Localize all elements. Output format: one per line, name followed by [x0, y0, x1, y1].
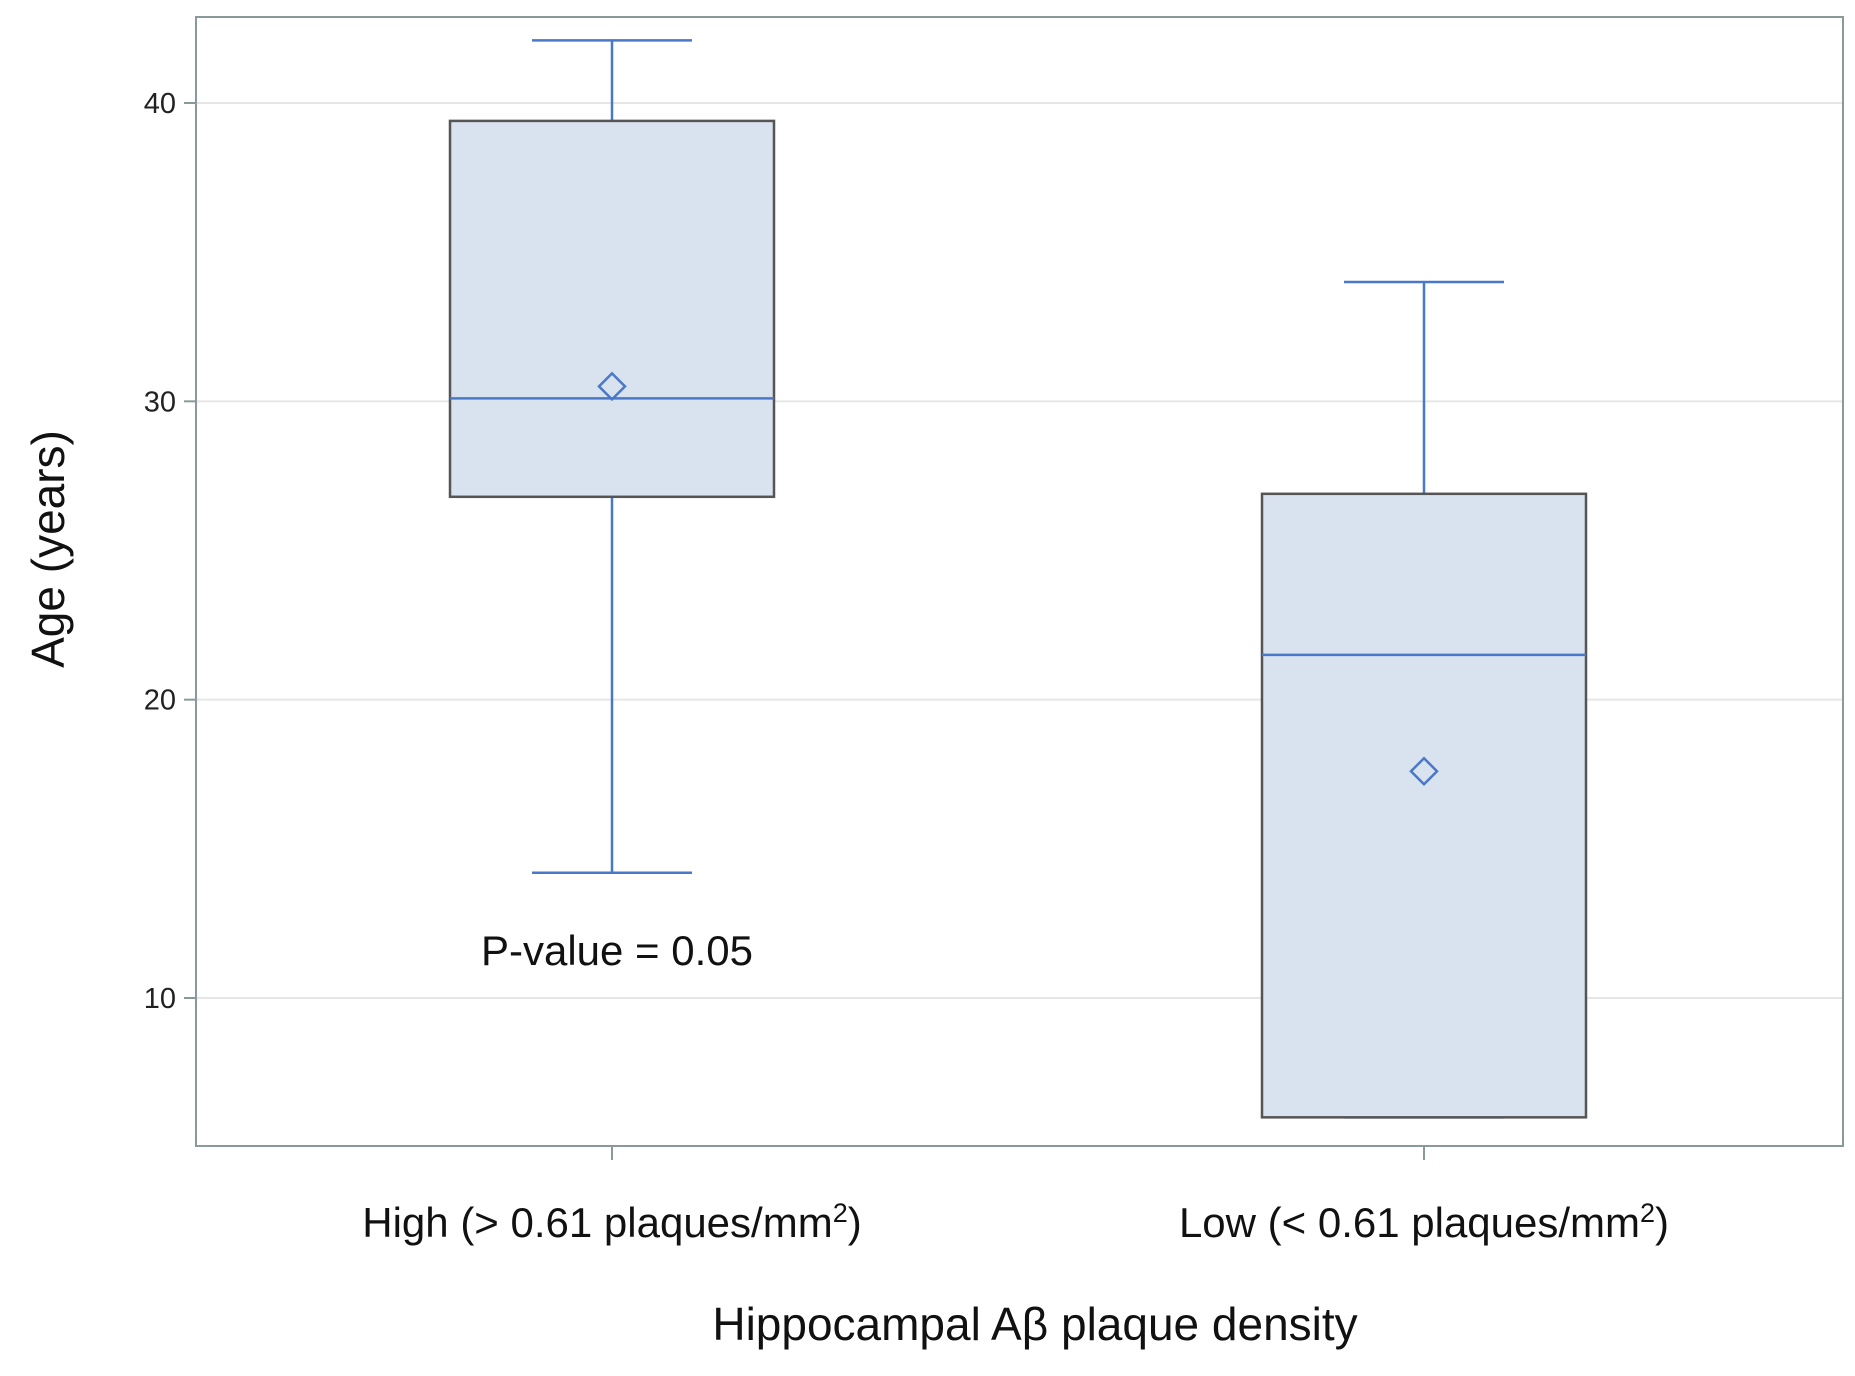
plot-area-frame	[195, 16, 1844, 1147]
y-tick-label-30: 30	[144, 386, 176, 418]
gridlines	[196, 102, 1843, 999]
p-value-annotation: P-value = 0.05	[481, 927, 753, 974]
x-tick-label-0: High (> 0.61 plaques/mm2)	[362, 1198, 861, 1246]
iqr-box-1	[1260, 492, 1588, 1119]
x-tick-label-1: Low (< 0.61 plaques/mm2)	[1179, 1198, 1669, 1246]
y-tick-label-20: 20	[144, 685, 176, 717]
box-group-0	[448, 39, 776, 874]
boxes	[448, 39, 1588, 1119]
y-tick-label-40: 40	[144, 88, 176, 120]
x-axis-ticks: High (> 0.61 plaques/mm2) Low (< 0.61 pla…	[362, 1146, 1669, 1246]
y-axis-label: Age (years)	[22, 430, 74, 668]
y-tick-label-10: 10	[144, 983, 176, 1015]
mean-marker-1	[1409, 756, 1439, 787]
mean-marker-0	[597, 371, 627, 402]
box-group-1	[1260, 280, 1588, 1119]
y-axis-ticks: 10 20 30 40	[144, 88, 196, 1015]
iqr-box-0	[448, 119, 776, 499]
x-axis-label: Hippocampal Aβ plaque density	[712, 1298, 1357, 1350]
